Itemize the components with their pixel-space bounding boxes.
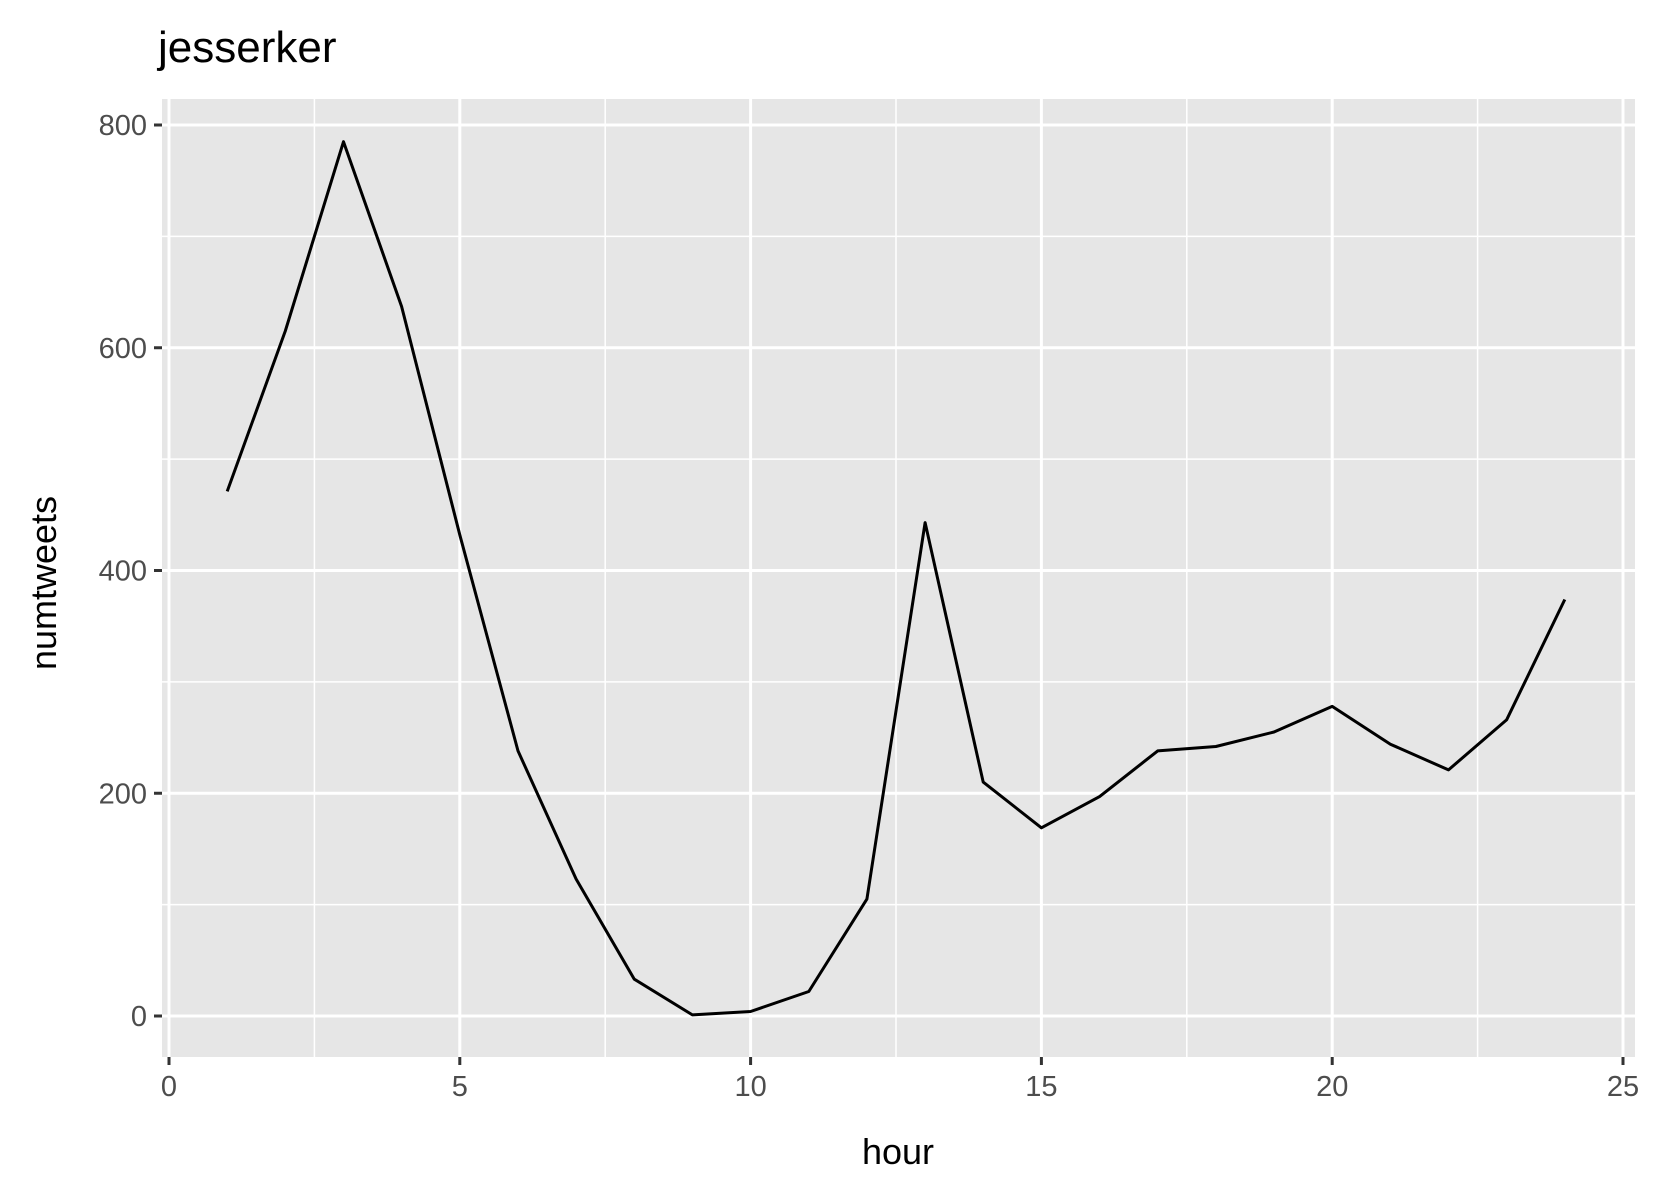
y-tick-label: 0 (131, 1001, 147, 1033)
x-tick-label: 0 (161, 1071, 177, 1103)
x-tick-label: 10 (734, 1071, 766, 1103)
y-axis-title: numtweets (23, 496, 64, 670)
x-tick-label: 15 (1025, 1071, 1057, 1103)
x-tick-label: 20 (1316, 1071, 1348, 1103)
y-tick-label: 800 (99, 110, 147, 142)
y-tick-label: 600 (99, 333, 147, 365)
y-axis: 0 200 400 600 800 (99, 110, 162, 1033)
x-axis-title: hour (862, 1131, 934, 1172)
chart-title: jesserker (156, 23, 337, 72)
major-gridlines (162, 99, 1635, 1057)
plot-panel (162, 99, 1635, 1057)
series-line (225, 140, 1567, 1017)
x-tick-label: 25 (1607, 1071, 1639, 1103)
y-tick-label: 400 (99, 556, 147, 588)
x-axis: 0 5 10 15 20 25 (161, 1057, 1639, 1103)
y-tick-label: 200 (99, 778, 147, 810)
x-tick-label: 5 (452, 1071, 468, 1103)
minor-gridlines (162, 99, 1635, 1057)
